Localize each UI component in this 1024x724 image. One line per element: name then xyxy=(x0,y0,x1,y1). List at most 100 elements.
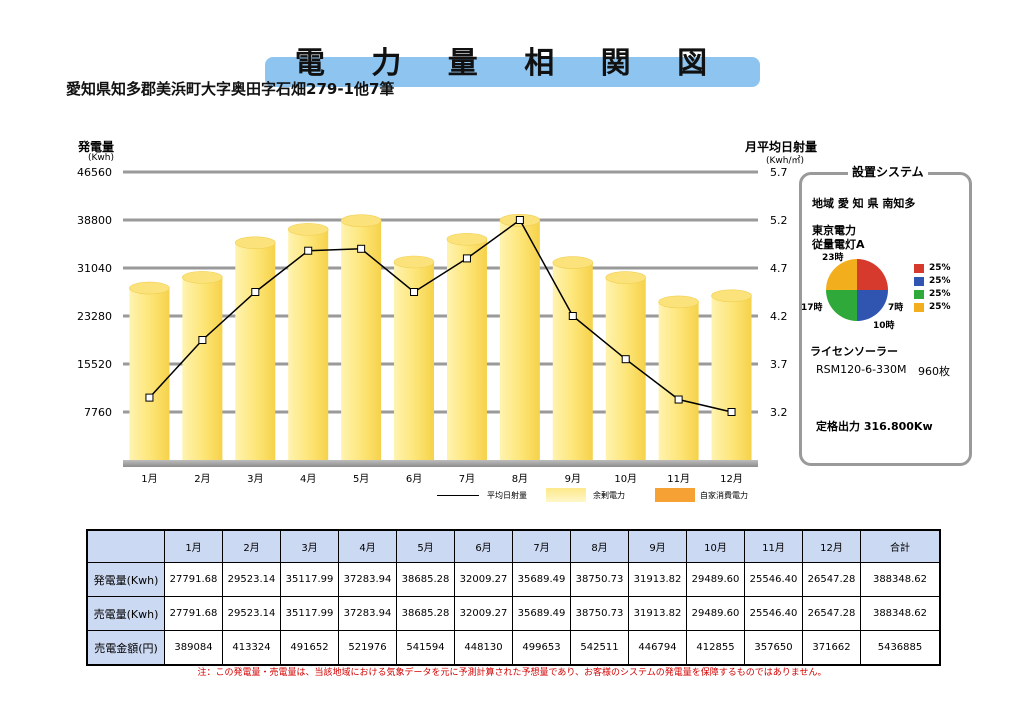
table-header-cell: 2月 xyxy=(222,529,281,563)
table-cell: 38685.28 xyxy=(396,596,455,631)
table-cell: 26547.28 xyxy=(802,596,861,631)
pie-hour-10: 10時 xyxy=(873,321,895,331)
table-cell: 25546.40 xyxy=(744,596,803,631)
bar-3月 xyxy=(235,242,276,460)
table-cell: 448130 xyxy=(454,630,513,666)
table-header-cell: 合計 xyxy=(860,529,941,563)
table-cell: 25546.40 xyxy=(744,562,803,597)
x-tick-label: 5月 xyxy=(353,473,369,485)
left-tick-label: 7760 xyxy=(84,406,112,419)
x-tick-label: 3月 xyxy=(247,473,263,485)
table-cell: 446794 xyxy=(628,630,687,666)
table-cell: 35117.99 xyxy=(280,596,339,631)
system-info-title: 設置システム xyxy=(848,163,928,180)
x-tick-label: 1月 xyxy=(141,473,157,485)
pie-legend-blue: 25% xyxy=(929,276,951,286)
table-cell: 388348.62 xyxy=(860,562,941,597)
bar-4月 xyxy=(288,229,329,460)
table-cell: 29489.60 xyxy=(686,596,745,631)
table-cell: 29523.14 xyxy=(222,596,281,631)
irradiance-point-8月 xyxy=(515,216,524,224)
table-cell: 37283.94 xyxy=(338,562,397,597)
table-cell: 388348.62 xyxy=(860,596,941,631)
pie-legend-swatch-green xyxy=(914,290,924,299)
bar-cap xyxy=(711,289,752,303)
bar-cap xyxy=(393,255,435,269)
irradiance-point-11月 xyxy=(674,395,683,404)
left-tick-label: 38800 xyxy=(77,214,112,227)
irradiance-point-1月 xyxy=(145,393,154,402)
irradiance-point-3月 xyxy=(251,288,260,296)
bar-cap xyxy=(287,223,329,236)
bar-1月 xyxy=(129,288,170,460)
right-axis-title: 月平均日射量 xyxy=(745,140,818,154)
pie-hour-17: 17時 xyxy=(801,303,823,313)
table-cell: 38750.73 xyxy=(570,562,629,597)
table-cell: 35117.99 xyxy=(280,562,339,597)
right-tick-label: 4.7 xyxy=(770,262,788,275)
irradiance-point-5月 xyxy=(357,244,366,253)
disclaimer-note: 注：この発電量・売電量は、当該地域における気象データを元に予測計算された予想量で… xyxy=(197,668,827,678)
system-module: RSM120-6-330M xyxy=(816,363,907,376)
legend-surplus-label: 余剰電力 xyxy=(593,491,625,500)
legend-surplus-swatch xyxy=(546,488,586,502)
table-cell: 389084 xyxy=(164,630,223,666)
tariff-pie-chart xyxy=(826,259,888,321)
legend-line-swatch xyxy=(437,495,479,496)
irradiance-point-4月 xyxy=(304,246,313,255)
x-tick-label: 7月 xyxy=(459,473,475,485)
table-cell: 541594 xyxy=(396,630,455,666)
table-cell: 35689.49 xyxy=(512,596,571,631)
table-row: 発電量(Kwh) 27791.68 29523.14 35117.99 37283.94… xyxy=(86,562,941,597)
bar-7月 xyxy=(446,239,487,460)
table-cell: 521976 xyxy=(338,630,397,666)
bar-11月 xyxy=(658,301,699,460)
page-title: 電 力 量 相 関 図 xyxy=(294,46,726,81)
table-header-cell: 8月 xyxy=(570,529,629,563)
table-cell: 32009.27 xyxy=(454,562,513,597)
x-tick-label: 11月 xyxy=(667,473,690,485)
table-cell: 38685.28 xyxy=(396,562,455,597)
legend-line-label: 平均日射量 xyxy=(487,491,527,500)
bar-cap xyxy=(605,271,647,284)
pie-legend-red: 25% xyxy=(929,263,951,273)
pie-slice-1 xyxy=(857,290,888,321)
right-axis-unit: (Kwh/㎡) xyxy=(766,156,805,166)
table-header-cell: 12月 xyxy=(802,529,861,563)
table-cell: 31913.82 xyxy=(628,562,687,597)
chart-floor xyxy=(123,460,758,467)
table-cell: 29523.14 xyxy=(222,562,281,597)
table-cell: 27791.68 xyxy=(164,596,223,631)
table-cell: 357650 xyxy=(744,630,803,666)
left-axis-unit: (Kwh) xyxy=(88,153,114,163)
table-cell: 29489.60 xyxy=(686,562,745,597)
x-tick-label: 9月 xyxy=(565,473,581,485)
table-cell: 412855 xyxy=(686,630,745,666)
left-tick-label: 15520 xyxy=(77,358,112,371)
right-tick-label: 4.2 xyxy=(770,310,788,323)
left-tick-label: 23280 xyxy=(77,310,112,323)
system-rated-output: 定格出力 316.800Kw xyxy=(816,420,933,433)
pie-legend-green: 25% xyxy=(929,289,951,299)
pie-legend-orange: 25% xyxy=(929,302,951,312)
bar-9月 xyxy=(552,262,593,460)
table-row: 売電金額(円) 389084 413324 491652 521976 541594 448… xyxy=(86,630,941,666)
pie-hour-23: 23時 xyxy=(822,253,844,263)
x-tick-label: 6月 xyxy=(406,473,422,485)
irradiance-point-9月 xyxy=(568,312,577,320)
table-cell: 413324 xyxy=(222,630,281,666)
right-tick-label: 3.7 xyxy=(770,358,788,371)
table-header-cell: 7月 xyxy=(512,529,571,563)
table-row-label: 発電量(Kwh) xyxy=(86,562,165,597)
table-row: 売電量(Kwh) 27791.68 29523.14 35117.99 37283.94… xyxy=(86,596,941,631)
left-tick-label: 46560 xyxy=(77,166,112,179)
irradiance-point-12月 xyxy=(727,408,736,416)
table-cell: 5436885 xyxy=(860,630,941,666)
right-tick-label: 5.7 xyxy=(770,166,788,179)
system-info-box xyxy=(799,172,972,466)
bar-cap xyxy=(658,295,699,309)
irradiance-point-2月 xyxy=(198,336,207,344)
table-header-cell: 3月 xyxy=(280,529,339,563)
irradiance-line xyxy=(148,218,732,413)
bar-cap xyxy=(552,256,594,269)
